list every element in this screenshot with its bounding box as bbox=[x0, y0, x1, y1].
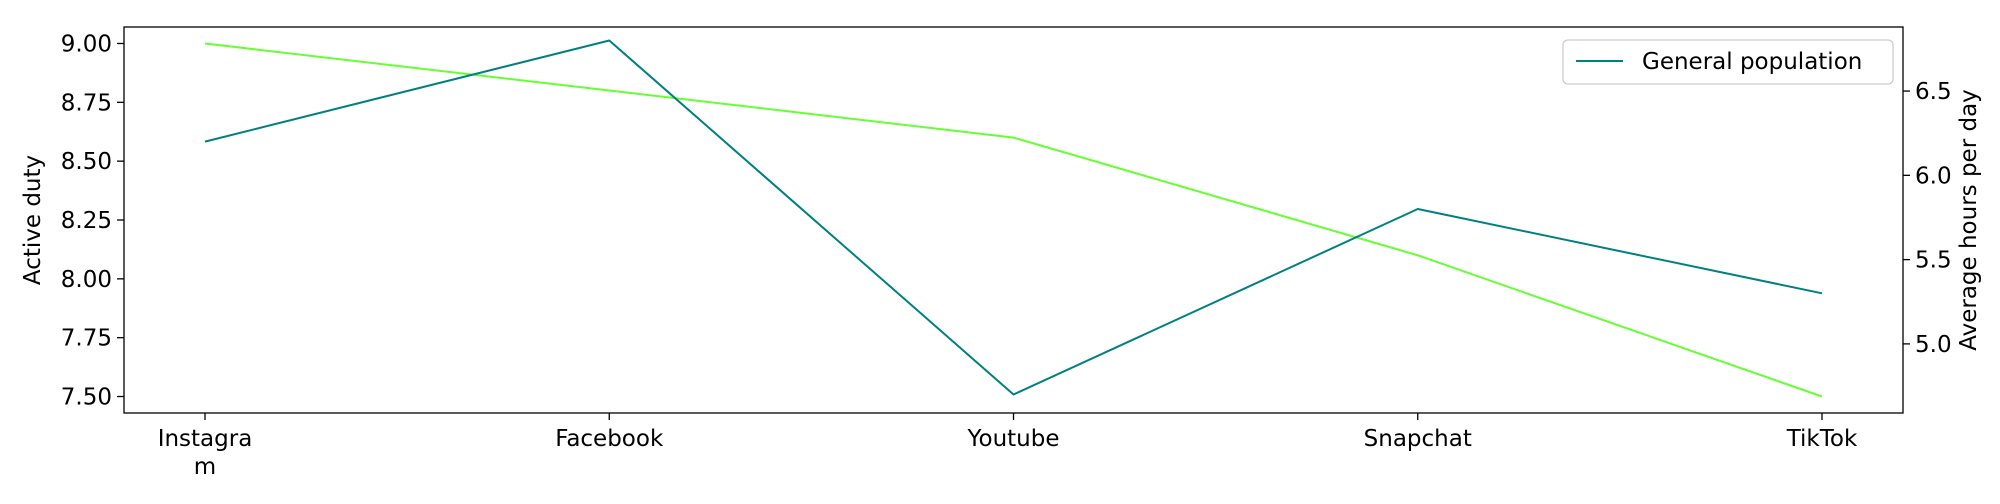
x-tick-label: Instagra bbox=[158, 426, 253, 452]
right-axis-label: Average hours per day bbox=[1956, 89, 1982, 351]
series-line-general-population bbox=[204, 39, 1823, 396]
series-lines bbox=[204, 39, 1823, 398]
x-tick-label: TikTok bbox=[1786, 426, 1858, 452]
x-tick-label: m bbox=[194, 454, 216, 480]
left-tick-label: 8.75 bbox=[61, 90, 112, 116]
left-tick-label: 9.00 bbox=[61, 31, 112, 57]
x-tick-label: Youtube bbox=[967, 426, 1060, 452]
x-tick-label: Snapchat bbox=[1364, 426, 1472, 452]
x-tick-label: Facebook bbox=[555, 426, 664, 452]
right-axis-ticks: 5.0 5.5 6.0 6.5 bbox=[1903, 79, 1952, 358]
legend: General population bbox=[1562, 39, 1894, 85]
legend-label-general-population: General population bbox=[1642, 49, 1862, 75]
legend-box bbox=[1562, 39, 1894, 85]
right-tick-label: 5.0 bbox=[1915, 332, 1952, 358]
left-tick-label: 7.50 bbox=[61, 385, 112, 411]
left-axis-ticks: 7.50 7.75 8.00 8.25 8.50 8.75 9.00 bbox=[61, 31, 124, 411]
right-tick-label: 5.5 bbox=[1915, 248, 1952, 274]
left-axis-label: Active duty bbox=[20, 155, 46, 285]
left-tick-label: 7.75 bbox=[61, 326, 112, 352]
left-tick-label: 8.50 bbox=[61, 149, 112, 175]
right-tick-label: 6.5 bbox=[1915, 79, 1952, 105]
left-tick-label: 8.00 bbox=[61, 267, 112, 293]
left-tick-label: 8.25 bbox=[61, 208, 112, 234]
right-tick-label: 6.0 bbox=[1915, 163, 1952, 189]
